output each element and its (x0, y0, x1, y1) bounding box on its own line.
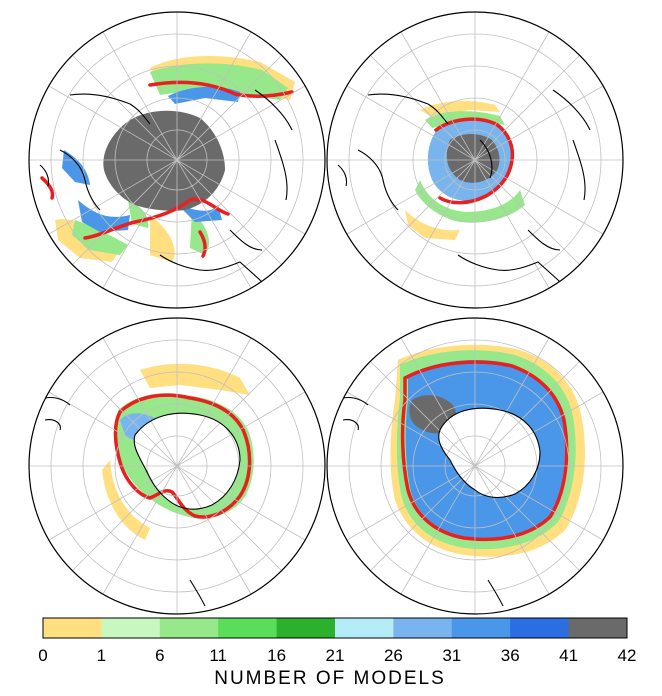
colorbar-swatch (101, 618, 161, 638)
colorbar-swatch (451, 618, 511, 638)
colorbar-frame (42, 617, 628, 639)
colorbar-tick-label: 31 (442, 646, 461, 665)
colorbar-swatch (159, 618, 219, 638)
coastline (39, 396, 241, 607)
colorbar-tick-label: 0 (38, 646, 47, 665)
colorbar-swatch (568, 618, 628, 638)
colorbar-tick-label: 42 (618, 646, 637, 665)
colorbar-swatch (218, 618, 278, 638)
colorbar: 0 1 6 11 16 21 26 31 36 41 42 NUMBER OF MODELS (38, 617, 636, 689)
map-panel-arctic-march (28, 11, 326, 309)
coastline (337, 396, 541, 607)
colorbar-swatch (335, 618, 394, 638)
observed-ice-edge (400, 360, 569, 542)
colorbar-swatch (276, 618, 336, 638)
antarctica (438, 408, 540, 498)
colorbar-tick-label: 36 (501, 646, 520, 665)
colorbar-swatch (43, 618, 102, 638)
sea-ice-1-21 (415, 111, 525, 223)
sea-ice-0-1 (405, 100, 500, 240)
colorbar-swatch (510, 618, 570, 638)
colorbar-tick-label: 6 (155, 646, 164, 665)
map-panel-antarctic-september (326, 317, 624, 615)
colorbar-tick-label: 1 (97, 646, 106, 665)
colorbar-tick-label: 21 (326, 646, 345, 665)
colorbar-title: NUMBER OF MODELS (214, 668, 446, 689)
coastline (337, 89, 591, 301)
colorbar-swatches (43, 618, 628, 638)
colorbar-tick-label: 11 (209, 646, 227, 665)
coastline (39, 89, 293, 301)
observed-ice-edge (113, 393, 252, 519)
colorbar-tick-label: 16 (267, 646, 286, 665)
map-panel-antarctic-february (28, 317, 326, 615)
colorbar-tick-label: 26 (384, 646, 403, 665)
colorbar-swatch (393, 618, 453, 638)
colorbar-ticks: 0 1 6 11 16 21 26 31 36 41 42 (38, 646, 636, 665)
map-panel-arctic-september (326, 11, 624, 309)
sea-ice-0-1 (102, 363, 250, 540)
observed-ice-edge (40, 80, 294, 258)
colorbar-tick-label: 41 (559, 646, 578, 665)
